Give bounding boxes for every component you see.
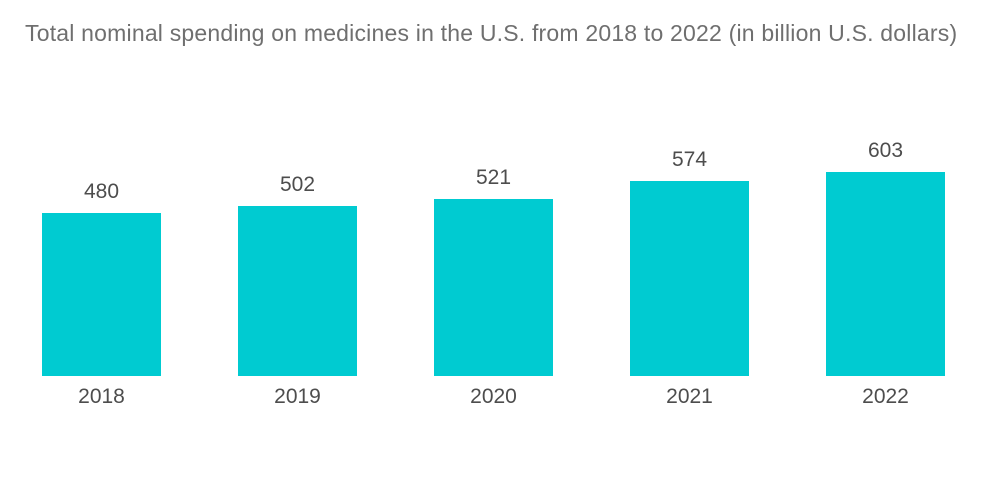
bar-group-2018: 480 2018 — [42, 180, 161, 408]
bar-2020 — [434, 199, 553, 376]
x-axis-label-2018: 2018 — [78, 385, 125, 408]
x-axis-label-2022: 2022 — [862, 385, 909, 408]
chart-title: Total nominal spending on medicines in t… — [25, 20, 958, 46]
x-axis-label-2020: 2020 — [470, 385, 517, 408]
bar-2021 — [630, 181, 749, 376]
x-axis-label-2021: 2021 — [666, 385, 713, 408]
x-axis-label-2019: 2019 — [274, 385, 321, 408]
value-label-2020: 521 — [475, 166, 512, 189]
value-label-2022: 603 — [867, 139, 904, 162]
value-label-2018: 480 — [83, 180, 120, 203]
bar-2019 — [238, 206, 357, 376]
bar-group-2022: 603 2022 — [826, 139, 945, 408]
bar-2018 — [42, 213, 161, 376]
value-label-2021: 574 — [671, 148, 708, 171]
bar-2022 — [826, 172, 945, 376]
plot-area: 480 2018 502 2019 521 2020 574 2021 603 … — [42, 0, 945, 408]
value-label-2019: 502 — [279, 173, 316, 196]
bar-group-2019: 502 2019 — [238, 173, 357, 408]
bar-group-2021: 574 2021 — [630, 148, 749, 408]
bar-group-2020: 521 2020 — [434, 166, 553, 408]
